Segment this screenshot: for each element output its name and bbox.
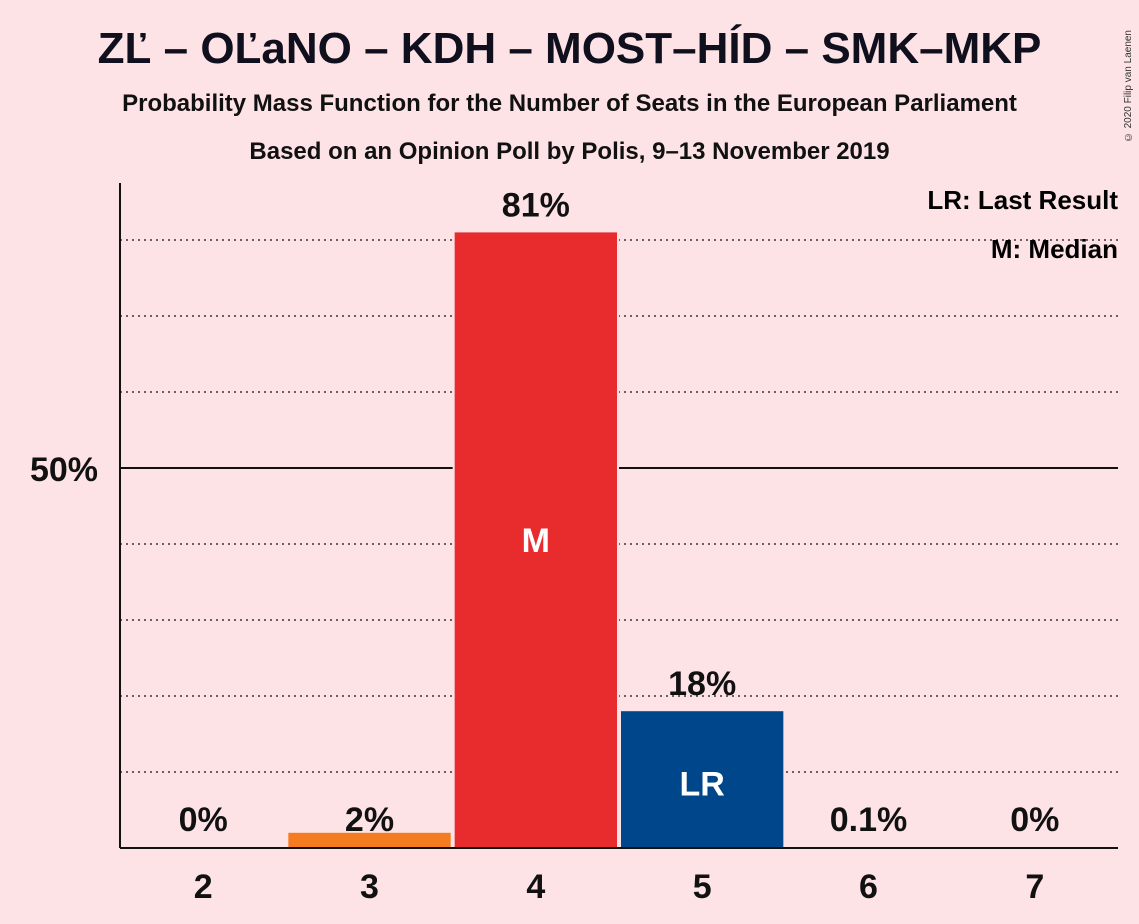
value-label-5: 18% [668,665,736,703]
chart-subtitle: Probability Mass Function for the Number… [122,90,1017,117]
value-label-4: 81% [502,186,570,224]
x-tick-label-6: 6 [859,868,878,906]
x-tick-label-7: 7 [1025,868,1044,906]
y-tick-label-50: 50% [30,451,98,489]
value-label-3: 2% [345,801,394,839]
x-tick-label-4: 4 [526,868,545,906]
data-labels: 0% 2% 81% M 18% LR 0.1% 0% [179,186,1060,839]
x-tick-label-3: 3 [360,868,379,906]
x-tick-label-2: 2 [194,868,213,906]
bar-seat-3 [288,832,451,848]
inner-label-M: M [522,522,550,560]
value-label-6: 0.1% [830,801,908,839]
x-tick-label-5: 5 [693,868,712,906]
legend-last-result: LR: Last Result [927,185,1118,215]
value-label-7: 0% [1010,801,1059,839]
chart-source: Based on an Opinion Poll by Polis, 9–13 … [249,138,890,165]
bar-seat-5 [621,711,784,848]
inner-label-LR: LR [680,766,725,804]
bar-seat-4 [454,232,617,848]
chart-title: ZĽ – OĽaNO – KDH – MOST–HÍD – SMK–MKP [97,24,1042,73]
axes: 50% 2 3 4 5 6 7 [30,183,1118,906]
legend-median: M: Median [991,234,1118,264]
bars [286,232,952,848]
value-label-2: 0% [179,801,228,839]
